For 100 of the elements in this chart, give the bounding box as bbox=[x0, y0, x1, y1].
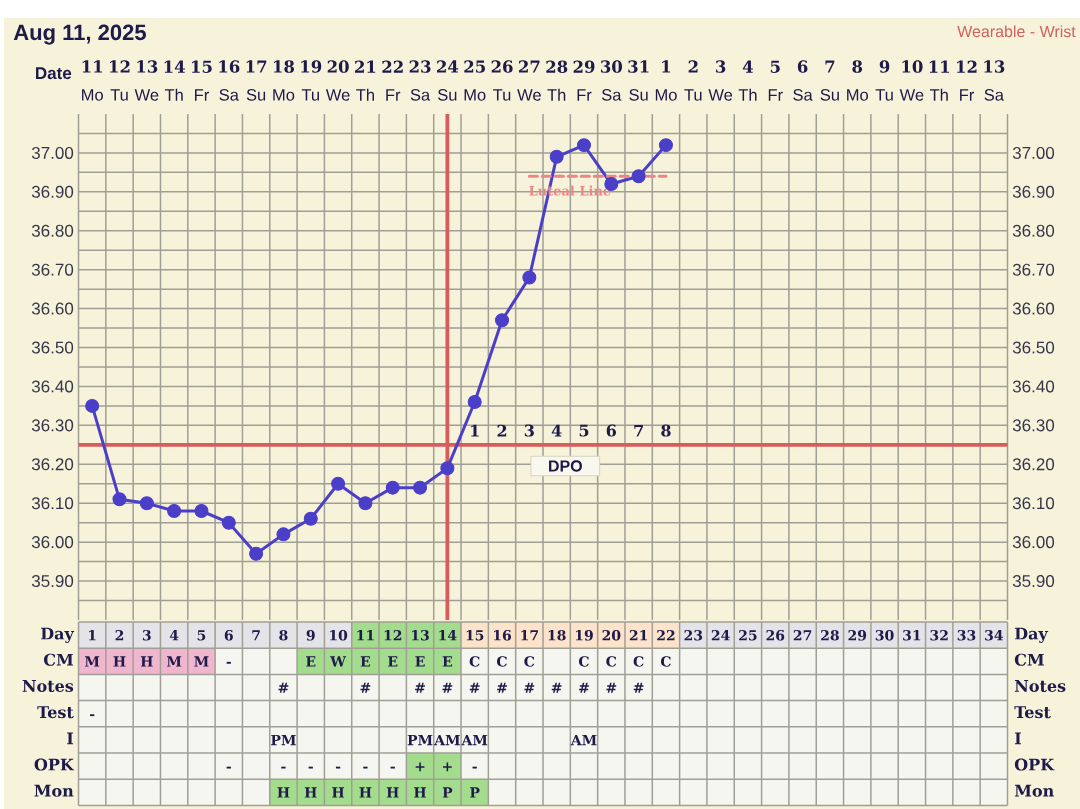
text: C bbox=[633, 656, 644, 667]
text: - bbox=[281, 766, 286, 769]
point bbox=[139, 496, 154, 511]
text: H bbox=[332, 787, 345, 798]
x-tick-label: 24 Su bbox=[437, 60, 459, 101]
ref-line-label: DPO bbox=[549, 460, 582, 472]
x-tick-label: 15 Fr bbox=[191, 60, 212, 101]
y-tick-label: 36.90 bbox=[31, 185, 74, 198]
y2-tick-label: 35.90 bbox=[1012, 575, 1055, 588]
text: M bbox=[85, 656, 100, 667]
x-tick-label: 31 Su bbox=[628, 60, 649, 101]
text: 28 bbox=[821, 629, 839, 641]
text: C bbox=[497, 656, 507, 667]
text: # bbox=[497, 682, 507, 693]
text: 16 bbox=[493, 629, 512, 641]
point bbox=[576, 138, 591, 153]
y2-tick-label: 36.00 bbox=[1012, 536, 1055, 549]
point bbox=[303, 511, 318, 526]
point bbox=[522, 270, 537, 285]
point bbox=[194, 504, 209, 518]
text: 3 bbox=[142, 629, 151, 641]
point bbox=[658, 138, 673, 153]
text: 25 bbox=[739, 629, 757, 641]
x-tick-label: 27 We bbox=[517, 60, 541, 101]
text: 33 bbox=[957, 629, 976, 641]
text: H bbox=[386, 787, 399, 798]
x-tick-label: 20 We bbox=[325, 60, 350, 101]
y2-tick-label: 36.10 bbox=[1012, 497, 1055, 510]
x-tick-label: 11 Th bbox=[929, 60, 950, 101]
y2-tick-label: CM bbox=[1014, 653, 1044, 666]
y2-tick-label: 36.20 bbox=[1012, 458, 1055, 471]
y2-tick-label: I bbox=[1014, 732, 1021, 745]
y-tick-label: 36.20 bbox=[31, 458, 74, 471]
x-tick-label: 12 Tu bbox=[110, 60, 130, 101]
point bbox=[221, 515, 236, 530]
text: 12 bbox=[384, 629, 402, 641]
y-tick-label: 36.10 bbox=[31, 497, 74, 510]
point bbox=[276, 527, 291, 542]
annotation: 2 bbox=[497, 424, 507, 437]
text: 34 bbox=[985, 629, 1003, 641]
y-tick-label: Mon bbox=[34, 784, 74, 797]
x-tick-label: 13 We bbox=[134, 60, 159, 101]
text: H bbox=[304, 787, 317, 798]
x-tick-label: 28 Th bbox=[546, 60, 568, 101]
text: H bbox=[359, 787, 372, 798]
y-tick-label: 35.90 bbox=[31, 575, 74, 588]
text: C bbox=[469, 656, 480, 667]
text: 29 bbox=[848, 629, 867, 641]
text: # bbox=[415, 682, 425, 693]
text: 26 bbox=[766, 629, 785, 641]
point bbox=[85, 398, 100, 413]
text: # bbox=[579, 682, 589, 693]
y-tick-label: 36.50 bbox=[31, 341, 74, 354]
y-tick-label: 36.60 bbox=[31, 302, 74, 315]
y-tick-label: 36.80 bbox=[31, 224, 74, 237]
point bbox=[331, 476, 346, 491]
y2-tick-label: 36.40 bbox=[1012, 380, 1055, 393]
point bbox=[385, 480, 400, 495]
annotation: 8 bbox=[661, 424, 671, 437]
y-tick-label: I bbox=[67, 732, 74, 745]
text: - bbox=[226, 661, 231, 664]
text: PM bbox=[407, 734, 433, 746]
y2-tick-label: Notes bbox=[1014, 680, 1066, 692]
text: C bbox=[579, 656, 589, 667]
text: W bbox=[330, 656, 347, 667]
text: - bbox=[390, 766, 395, 769]
point bbox=[631, 169, 646, 184]
text: AM bbox=[434, 734, 460, 746]
y-tick-label: 37.00 bbox=[31, 146, 74, 159]
text: H bbox=[113, 656, 126, 667]
y2-tick-label: 36.90 bbox=[1012, 185, 1055, 198]
y2-tick-label: 36.30 bbox=[1012, 419, 1055, 432]
x-axis-title: Date bbox=[36, 67, 72, 80]
y-tick-label: 36.70 bbox=[31, 263, 74, 276]
text: H bbox=[414, 787, 427, 798]
text: - bbox=[90, 714, 95, 717]
x-tick-label: 26 Tu bbox=[491, 60, 513, 101]
text: 20 bbox=[602, 629, 621, 641]
x-tick-label: 17 Su bbox=[246, 60, 267, 101]
point bbox=[440, 461, 455, 476]
point bbox=[358, 496, 373, 511]
text: 10 bbox=[330, 629, 348, 641]
x-tick-label: 22 Fr bbox=[382, 60, 403, 101]
annotation: 6 bbox=[606, 424, 617, 437]
text: - bbox=[363, 766, 368, 769]
point bbox=[495, 313, 510, 328]
y2-tick-label: 37.00 bbox=[1012, 146, 1055, 159]
annotation: 5 bbox=[579, 424, 589, 437]
text: 32 bbox=[930, 629, 948, 641]
point bbox=[549, 149, 564, 164]
y-tick-label: CM bbox=[44, 653, 74, 666]
text: 11 bbox=[357, 629, 374, 641]
y2-tick-label: 36.50 bbox=[1012, 341, 1055, 354]
x-tick-label: 11 Mo bbox=[82, 60, 103, 101]
text: 1 bbox=[89, 629, 96, 641]
x-tick-label: 19 Tu bbox=[301, 60, 322, 101]
text: H bbox=[277, 787, 290, 798]
text: H bbox=[140, 656, 153, 667]
point bbox=[249, 546, 264, 561]
y2-tick-label: Day bbox=[1014, 627, 1049, 643]
